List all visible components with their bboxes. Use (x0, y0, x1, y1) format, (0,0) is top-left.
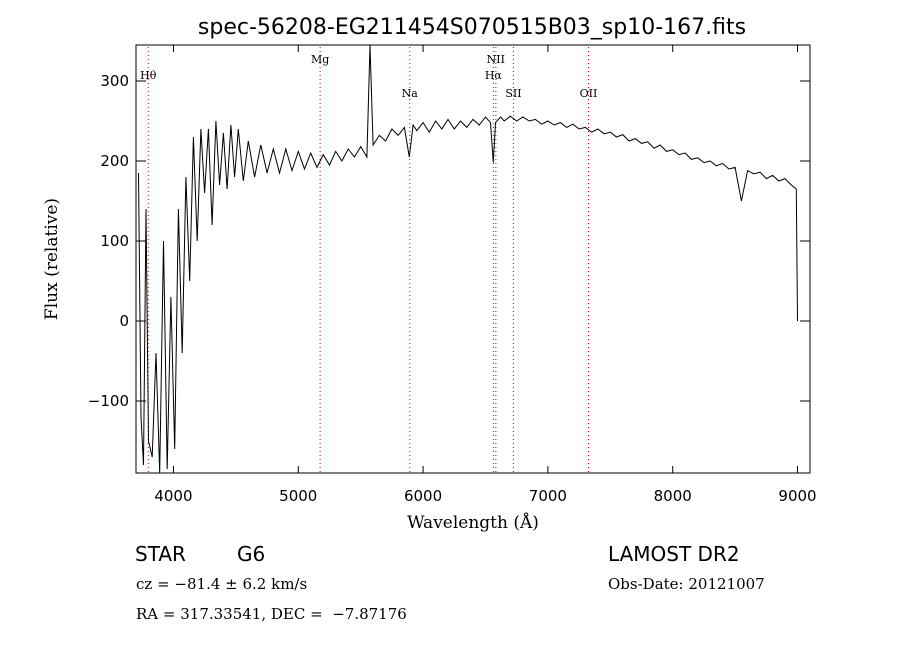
spectral-line-label: NII (487, 53, 505, 66)
x-axis-label: Wavelength (Å) (407, 512, 539, 533)
spectral-line-label: Na (402, 87, 419, 100)
spectral-line-label: Hθ (140, 69, 157, 82)
x-tick-label: 8000 (654, 487, 692, 505)
object-subclass: G6 (237, 542, 266, 566)
spectral-line-label: Hα (485, 69, 503, 82)
y-tick-label: 300 (100, 72, 129, 90)
x-tick-label: 6000 (404, 487, 442, 505)
x-tick-label: 9000 (778, 487, 816, 505)
y-tick-label: −100 (88, 392, 129, 410)
chart-title: spec-56208-EG211454S070515B03_sp10-167.f… (198, 15, 746, 40)
x-axis-ticks: 4000 5000 6000 7000 8000 9000 (154, 45, 817, 505)
object-class: STAR (135, 542, 186, 566)
y-tick-label: 0 (119, 312, 129, 330)
y-tick-label: 200 (100, 152, 129, 170)
spectral-line-label: Mg (311, 53, 329, 66)
plot-frame (135, 44, 811, 474)
x-tick-label: 7000 (529, 487, 567, 505)
spectral-line-label: SII (505, 87, 521, 100)
y-axis-ticks: −100 0 100 200 300 (88, 72, 810, 410)
y-axis-label: Flux (relative) (42, 198, 62, 320)
spectral-line-label: OII (580, 87, 598, 100)
spectrum-line (138, 44, 798, 474)
coordinates-text: RA = 317.33541, DEC = −7.87176 (136, 605, 407, 623)
redshift-text: cz = −81.4 ± 6.2 km/s (136, 575, 308, 593)
y-tick-label: 100 (100, 232, 129, 250)
survey-label: LAMOST DR2 (608, 542, 740, 566)
x-tick-label: 4000 (154, 487, 192, 505)
x-tick-label: 5000 (279, 487, 317, 505)
obs-date-text: Obs-Date: 20121007 (608, 575, 765, 593)
